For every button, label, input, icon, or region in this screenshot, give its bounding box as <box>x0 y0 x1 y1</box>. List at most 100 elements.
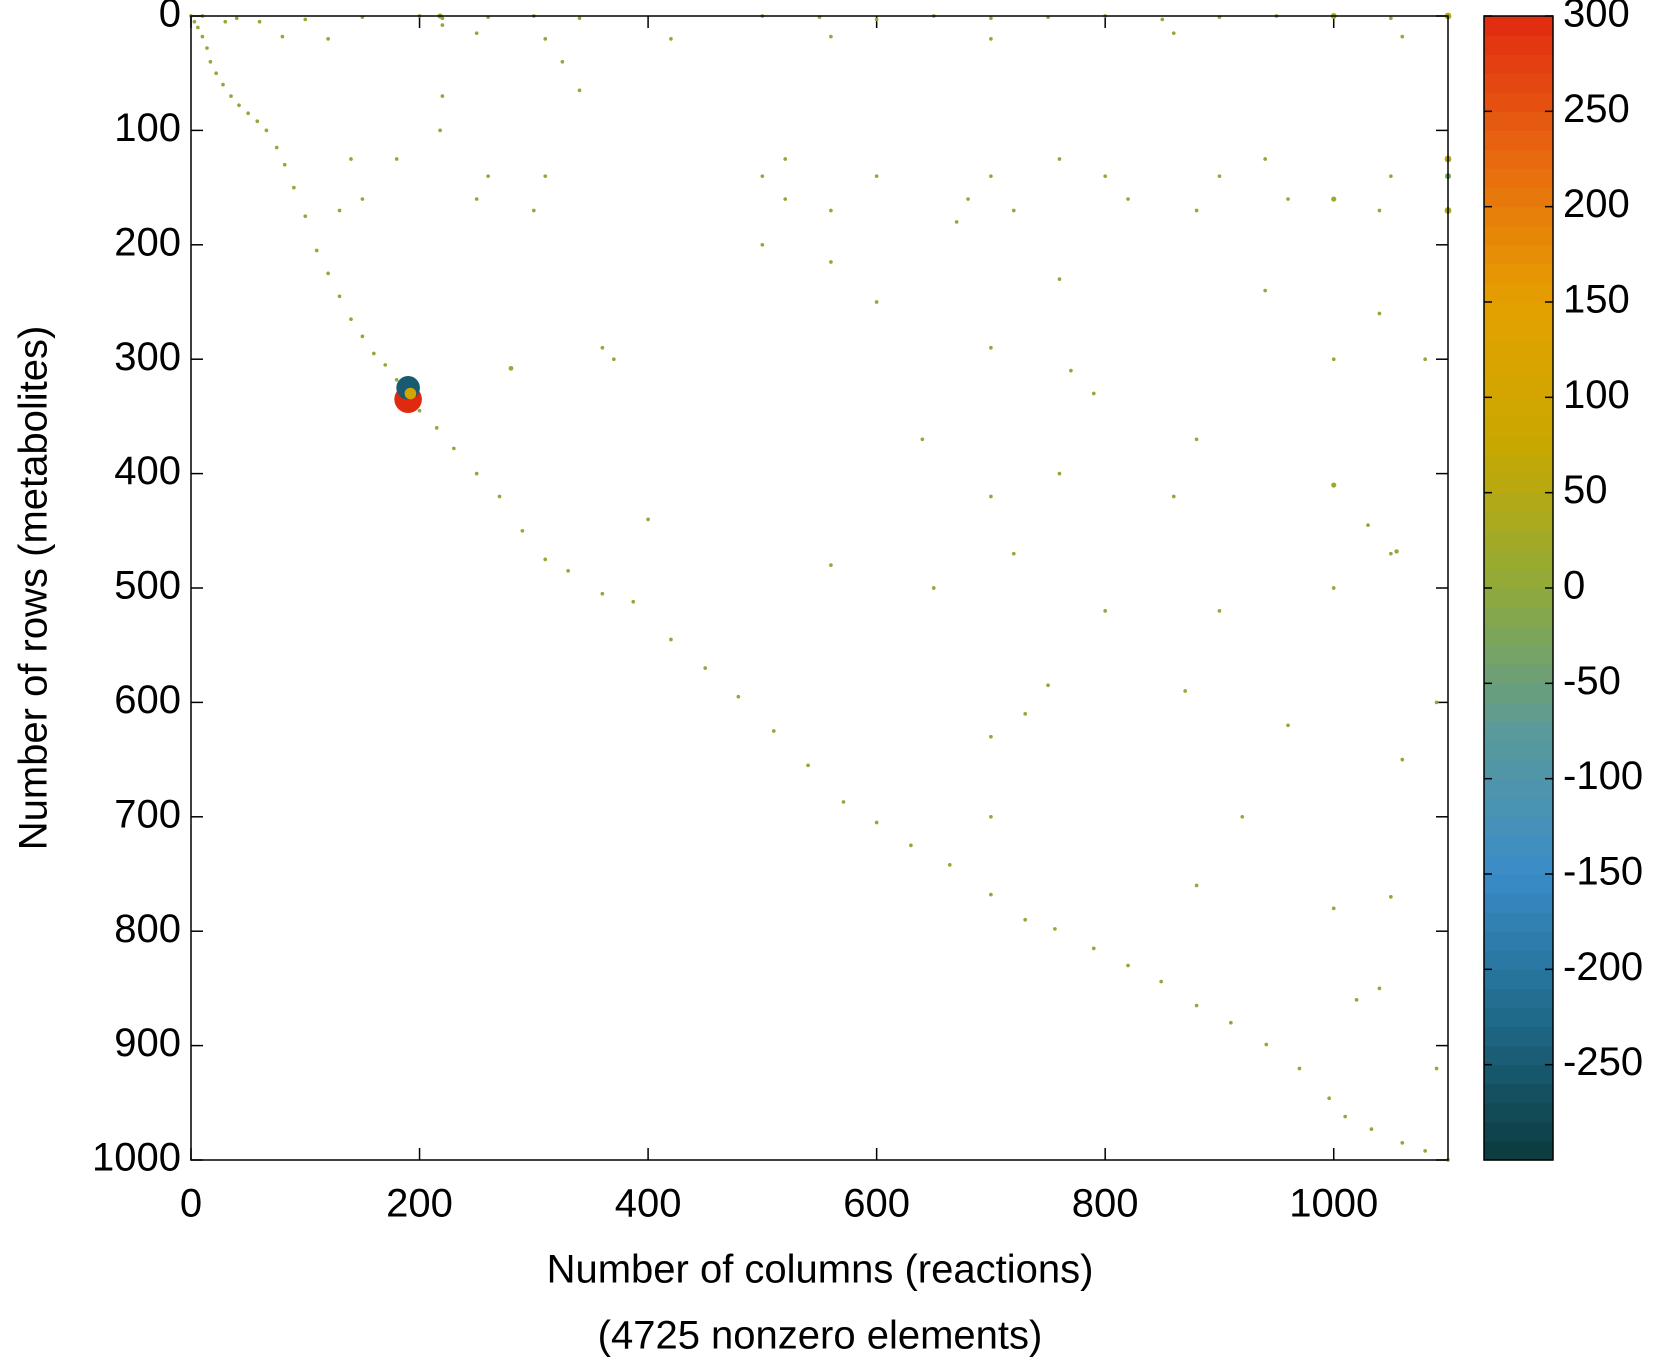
point <box>669 637 673 642</box>
point <box>829 563 833 567</box>
point <box>205 46 209 50</box>
point <box>520 528 525 533</box>
point <box>229 94 233 98</box>
point <box>1389 174 1393 178</box>
colorbar-tick-label: 100 <box>1563 373 1630 417</box>
point <box>1103 609 1108 613</box>
point <box>208 59 213 64</box>
colorbar-tick-label: -150 <box>1563 850 1643 894</box>
point <box>1377 208 1382 213</box>
point <box>1331 482 1337 488</box>
point <box>989 174 993 178</box>
point <box>600 591 605 596</box>
colorbar-swatch <box>1484 511 1553 532</box>
colorbar-swatch <box>1484 759 1553 780</box>
point <box>1171 31 1176 35</box>
y-tick-label: 500 <box>114 564 181 608</box>
colorbar-swatch <box>1484 874 1553 894</box>
point <box>1240 814 1245 819</box>
point <box>874 820 879 825</box>
point <box>474 471 479 476</box>
point <box>314 248 319 253</box>
colorbar-swatch <box>1484 16 1553 36</box>
colorbar-swatch <box>1484 893 1553 913</box>
colorbar-tick-label: -250 <box>1563 1040 1643 1084</box>
point <box>417 408 422 413</box>
colorbar-swatch <box>1484 206 1553 227</box>
point <box>543 557 548 562</box>
point <box>394 377 399 382</box>
y-tick-label: 300 <box>114 335 181 379</box>
point <box>1057 277 1062 281</box>
point <box>560 59 565 64</box>
colorbar-swatch <box>1484 73 1553 93</box>
colorbar-swatch <box>1484 397 1553 417</box>
point <box>326 37 330 41</box>
point <box>989 734 993 739</box>
colorbar-swatch <box>1484 1007 1553 1028</box>
point <box>337 294 342 299</box>
point <box>1160 17 1165 22</box>
x-tick-label: 400 <box>615 1182 682 1226</box>
point <box>234 16 239 21</box>
point <box>577 16 582 21</box>
x-tick-label: 800 <box>1072 1182 1139 1226</box>
point <box>1069 368 1073 373</box>
y-axis-label: Number of rows (metabolites) <box>12 326 56 851</box>
colorbar-swatch <box>1484 645 1553 665</box>
colorbar-tick-label: 250 <box>1563 87 1630 131</box>
colorbar-swatch <box>1484 340 1553 360</box>
point <box>1377 986 1382 991</box>
colorbar-swatch <box>1484 740 1553 761</box>
colorbar-swatch <box>1484 664 1553 684</box>
colorbar-swatch <box>1484 1140 1553 1161</box>
point <box>1057 157 1062 161</box>
point <box>349 157 353 161</box>
colorbar-swatch <box>1484 359 1553 379</box>
colorbar-swatch <box>1484 778 1553 799</box>
point <box>989 814 993 819</box>
point <box>669 37 673 41</box>
point <box>1389 16 1393 21</box>
point <box>1091 391 1096 396</box>
point <box>1264 1042 1269 1047</box>
point <box>1331 906 1336 911</box>
colorbar-swatch <box>1484 607 1553 627</box>
colorbar-swatch <box>1484 797 1553 818</box>
colorbar-swatch <box>1484 1045 1553 1066</box>
colorbar-swatch <box>1484 1121 1553 1142</box>
point <box>1377 311 1382 316</box>
point <box>474 31 479 35</box>
colorbar-tick-label: -200 <box>1563 945 1643 989</box>
point <box>989 37 993 41</box>
colorbar-swatch <box>1484 263 1553 284</box>
point <box>192 19 197 24</box>
point <box>829 34 833 39</box>
point <box>360 197 365 201</box>
colorbar-swatch <box>1484 92 1553 112</box>
colorbar-swatch <box>1484 702 1553 723</box>
point <box>1194 437 1199 442</box>
y-tick-label: 1000 <box>92 1136 181 1180</box>
point <box>1194 883 1199 888</box>
point <box>543 174 548 178</box>
colorbar-tick-label: 50 <box>1563 468 1608 512</box>
colorbar-tick-label: 150 <box>1563 278 1630 322</box>
colorbar-swatch <box>1484 435 1553 456</box>
x-tick-label: 200 <box>386 1182 453 1226</box>
point <box>383 363 388 367</box>
colorbar-swatch <box>1484 473 1553 494</box>
colorbar-swatch <box>1484 149 1553 170</box>
colorbar-swatch <box>1484 835 1553 856</box>
colorbar-tick-label: 200 <box>1563 182 1630 226</box>
point <box>508 365 514 371</box>
point <box>1434 1066 1439 1071</box>
point <box>282 162 287 167</box>
point <box>829 208 833 213</box>
colorbar-swatch <box>1484 225 1553 246</box>
y-tick-label: 400 <box>114 449 181 493</box>
point <box>1217 609 1222 613</box>
x-tick-label: 0 <box>180 1182 202 1226</box>
y-tick-label: 100 <box>114 106 181 150</box>
subtitle: (4725 nonzero elements) <box>598 1314 1043 1358</box>
